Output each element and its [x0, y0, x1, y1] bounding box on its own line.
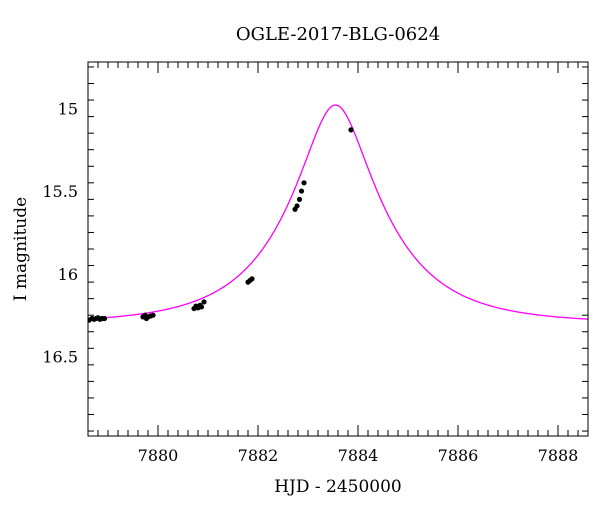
y-tick-label: 15.5 [42, 182, 78, 201]
data-point [150, 312, 156, 318]
data-point [301, 180, 307, 186]
y-axis-label: I magnitude [11, 197, 31, 301]
data-point [198, 304, 205, 310]
data-point [294, 203, 300, 209]
x-axis-label: HJD - 2450000 [274, 477, 402, 497]
x-tick-label: 7882 [238, 446, 279, 465]
data-point [201, 299, 207, 305]
y-tick-label: 15 [58, 99, 78, 118]
x-tick-label: 7888 [538, 446, 579, 465]
plot-frame [87, 61, 589, 437]
x-tick-label: 7886 [438, 446, 479, 465]
data-points [88, 127, 354, 323]
data-point [296, 196, 303, 202]
data-point [101, 315, 108, 322]
data-point [298, 188, 305, 194]
data-point [249, 276, 255, 282]
y-tick-label: 16.5 [42, 348, 78, 367]
axis-ticks [87, 62, 589, 436]
data-point [348, 127, 354, 133]
chart-title: OGLE-2017-BLG-0624 [236, 24, 440, 45]
y-tick-label: 16 [58, 265, 78, 284]
model-curve [88, 104, 588, 320]
plot-clip-group [88, 104, 588, 323]
x-tick-label: 7880 [138, 446, 179, 465]
x-tick-label: 7884 [338, 446, 379, 465]
tick-labels: 7880 7882 7884 7886 7888 15 15.5 16 16.5 [42, 99, 578, 465]
